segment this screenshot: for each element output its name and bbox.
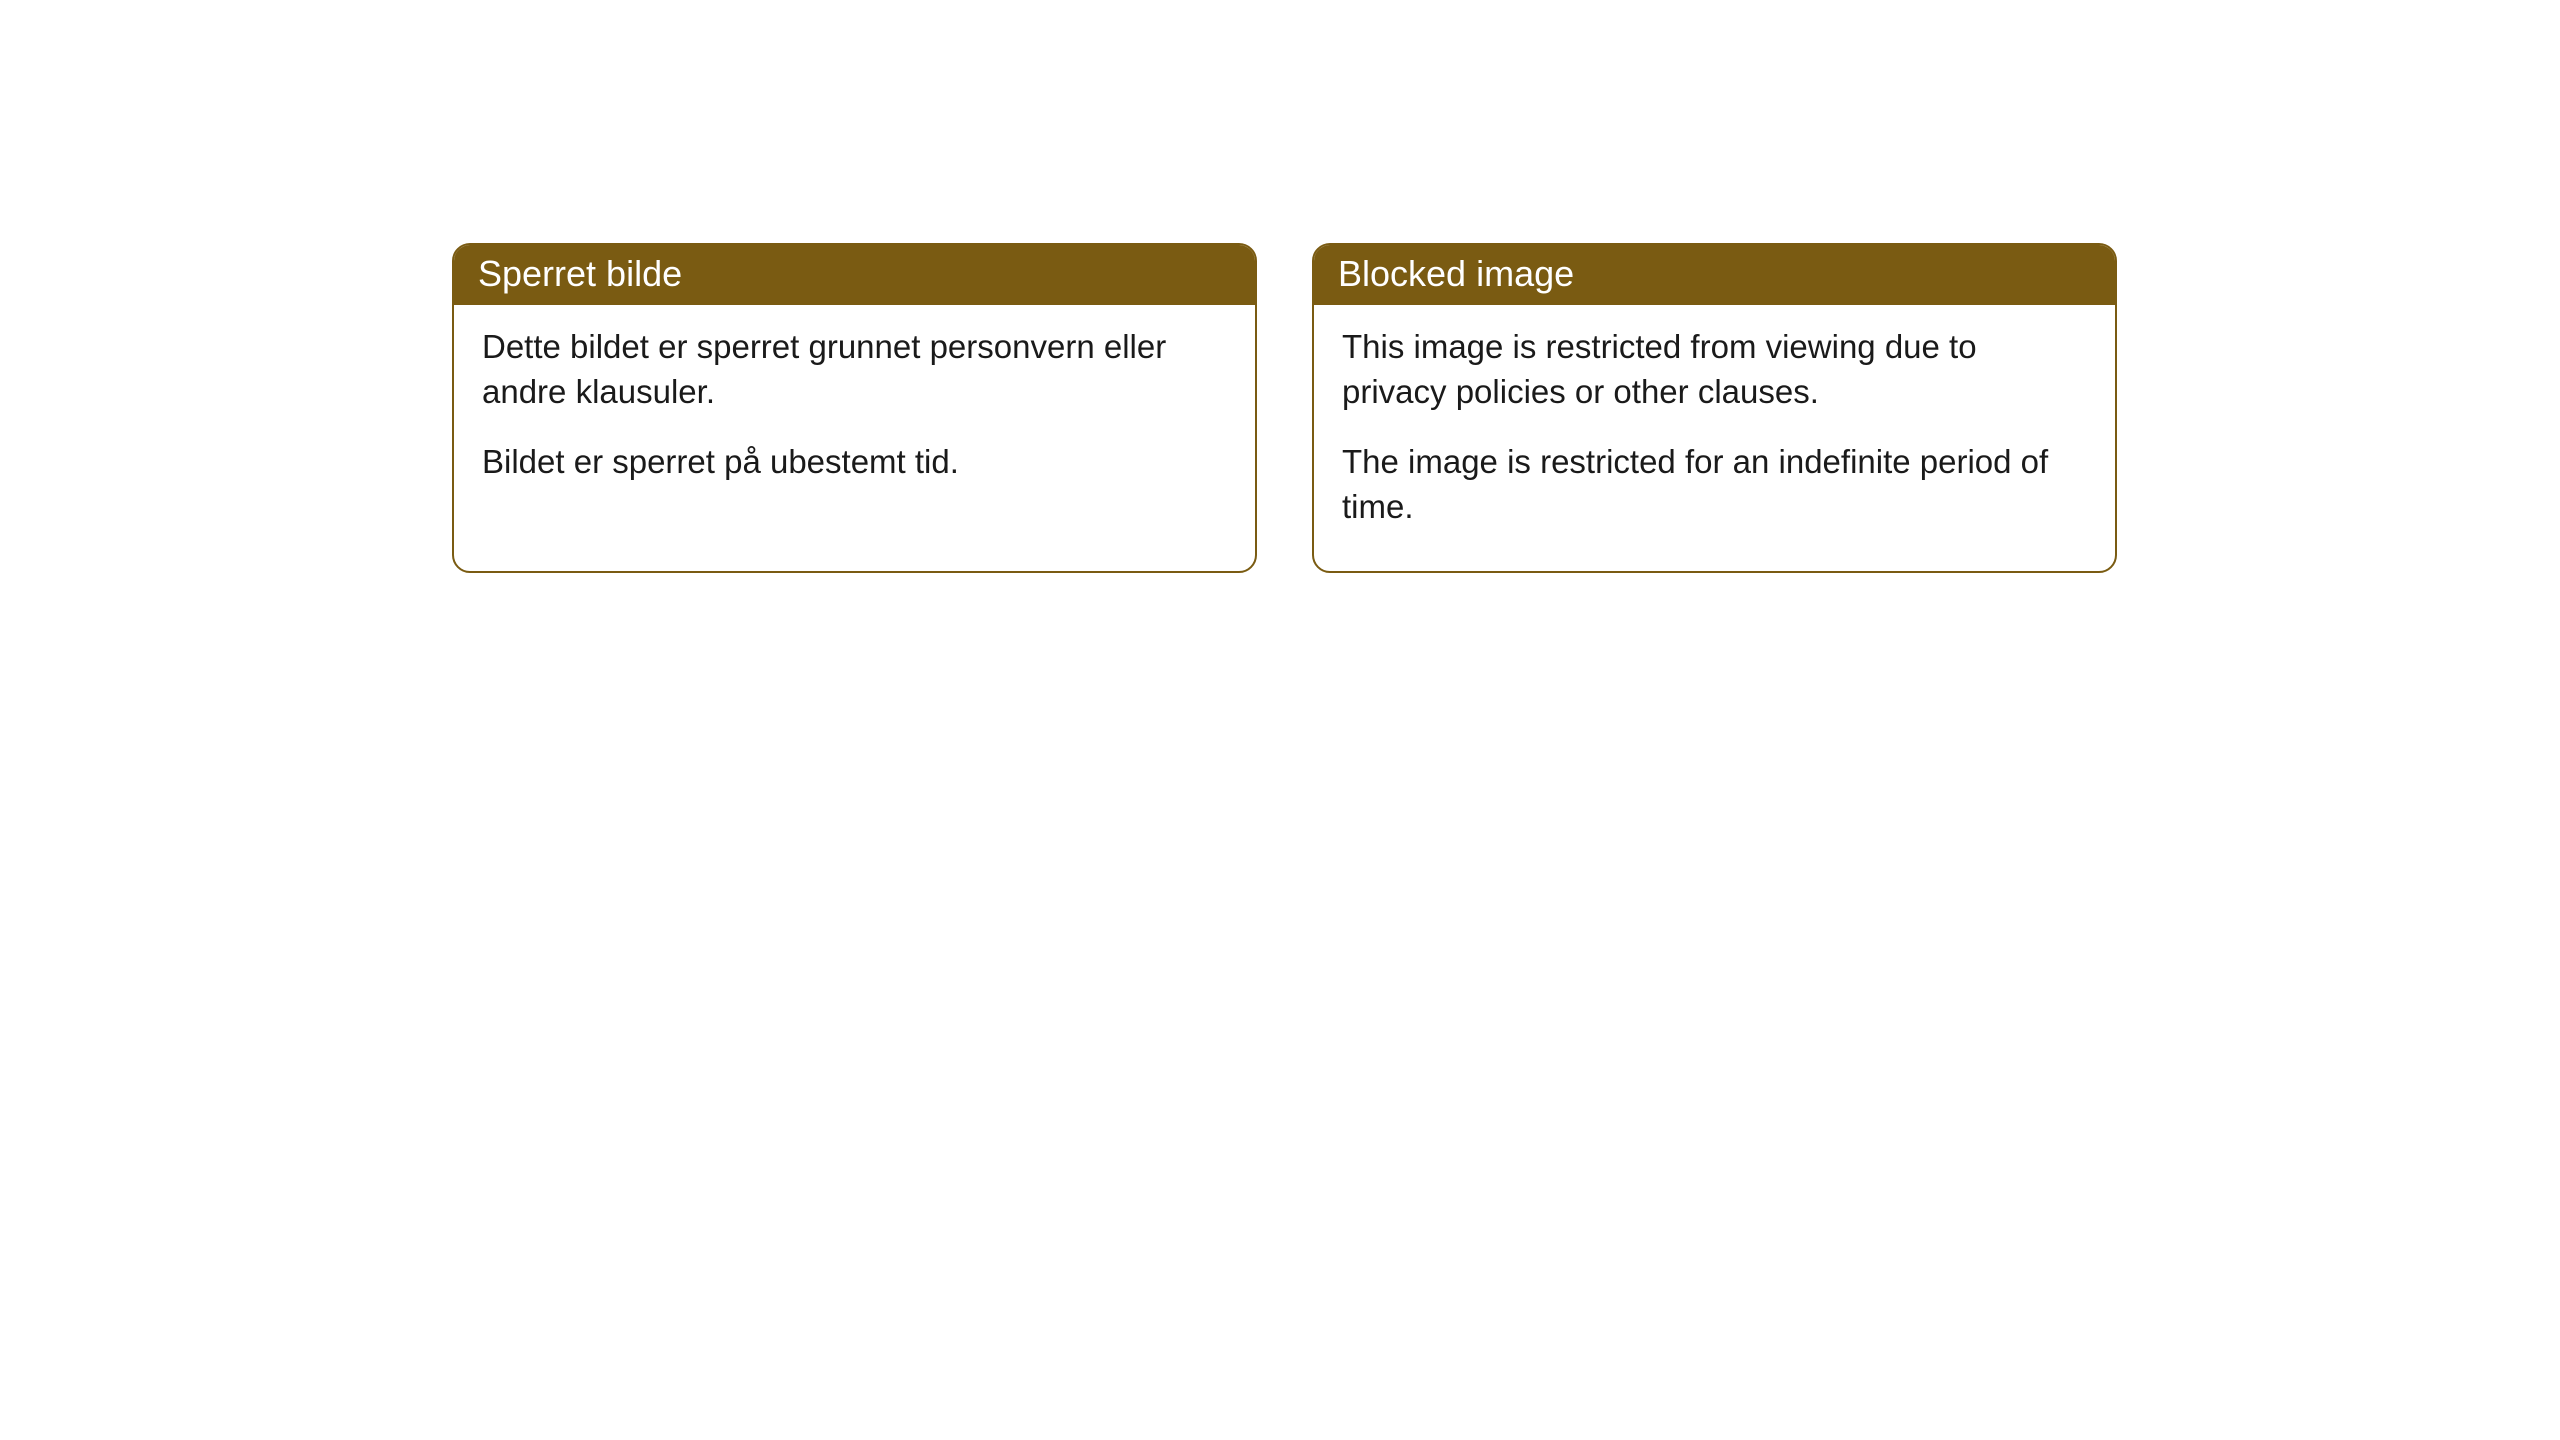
- card-paragraph: Dette bildet er sperret grunnet personve…: [482, 325, 1227, 414]
- card-title: Sperret bilde: [478, 253, 682, 294]
- card-paragraph: Bildet er sperret på ubestemt tid.: [482, 440, 1227, 485]
- card-body: This image is restricted from viewing du…: [1314, 305, 2115, 571]
- notice-card-norwegian: Sperret bilde Dette bildet er sperret gr…: [452, 243, 1257, 573]
- card-header: Sperret bilde: [454, 245, 1255, 305]
- notice-cards-container: Sperret bilde Dette bildet er sperret gr…: [452, 243, 2117, 573]
- card-title: Blocked image: [1338, 253, 1574, 294]
- notice-card-english: Blocked image This image is restricted f…: [1312, 243, 2117, 573]
- card-paragraph: This image is restricted from viewing du…: [1342, 325, 2087, 414]
- card-header: Blocked image: [1314, 245, 2115, 305]
- card-paragraph: The image is restricted for an indefinit…: [1342, 440, 2087, 529]
- card-body: Dette bildet er sperret grunnet personve…: [454, 305, 1255, 527]
